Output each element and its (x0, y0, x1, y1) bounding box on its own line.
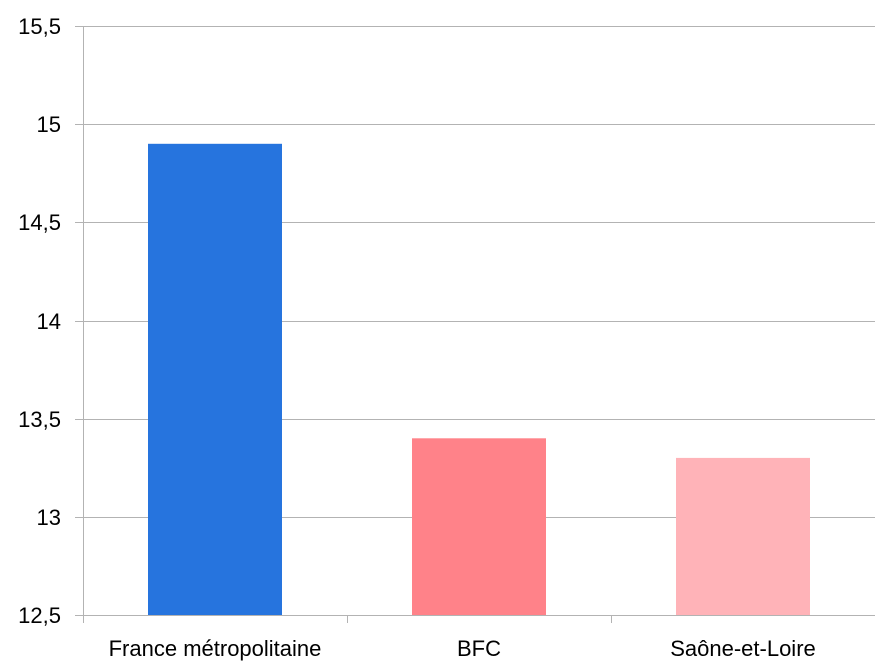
y-tick-label: 14 (37, 309, 61, 334)
bar-2 (676, 457, 810, 615)
x-category-label: Saône-et-Loire (670, 636, 816, 661)
bars (148, 143, 810, 616)
y-tick-label: 13 (37, 505, 61, 530)
x-category-label: France métropolitaine (109, 636, 322, 661)
y-axis-tick-labels: 12,5 13 13,5 14 14,5 15 15,5 (18, 14, 61, 628)
y-tick-label: 12,5 (18, 603, 61, 628)
bar-1 (412, 438, 546, 615)
bar-0 (148, 143, 282, 616)
x-axis-category-labels: France métropolitaine BFC Saône-et-Loire (109, 636, 816, 661)
x-category-label: BFC (457, 636, 501, 661)
y-tick-label: 13,5 (18, 407, 61, 432)
y-tick-label: 15,5 (18, 14, 61, 39)
y-tick-label: 15 (37, 112, 61, 137)
axes (83, 26, 875, 623)
y-tick-label: 14,5 (18, 210, 61, 235)
